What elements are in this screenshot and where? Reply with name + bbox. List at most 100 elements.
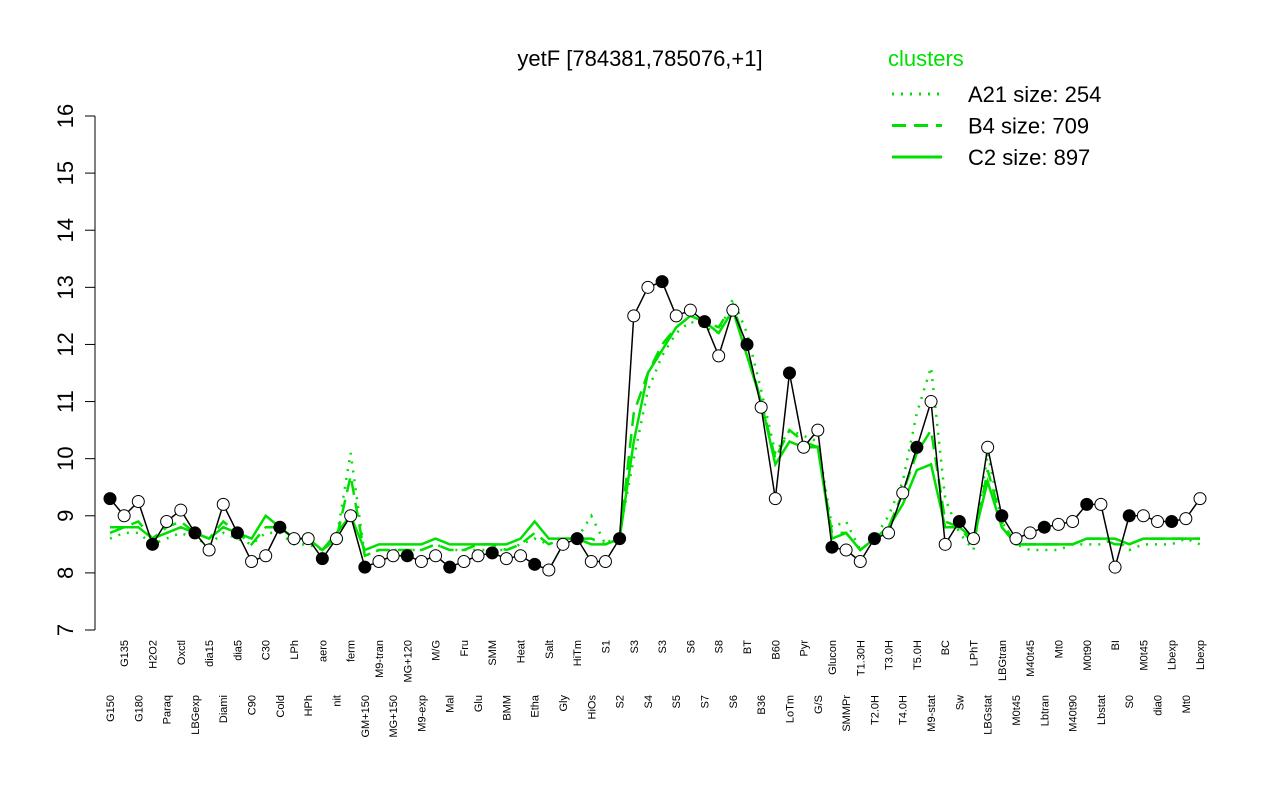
data-point xyxy=(230,526,244,540)
x-tick-label: S2 xyxy=(615,695,627,708)
data-point xyxy=(160,514,174,528)
data-point xyxy=(471,549,485,563)
x-tick-label: H2O2 xyxy=(147,640,159,669)
data-point xyxy=(414,554,428,568)
x-tick-label: Heat xyxy=(516,640,528,663)
x-tick-label: HiTm xyxy=(572,640,584,666)
x-tick-label: M0t45 xyxy=(1138,640,1150,671)
legend-label: C2 size: 897 xyxy=(968,145,1090,170)
data-point xyxy=(429,549,443,563)
x-tick-label: Mt0 xyxy=(1181,695,1193,713)
x-tick-label: Lbexp xyxy=(1167,640,1179,670)
data-point xyxy=(698,315,712,329)
data-point xyxy=(443,560,457,574)
x-tick-label: LBGtran xyxy=(997,640,1009,681)
x-tick-label: BT xyxy=(742,640,754,654)
x-tick-label: M/G xyxy=(431,640,443,661)
data-point xyxy=(245,554,259,568)
x-tick-label: Oxctl xyxy=(176,640,188,665)
chart-title: yetF [784381,785076,+1] xyxy=(517,46,762,71)
data-point xyxy=(1136,509,1150,523)
x-tick-label: SMMPr xyxy=(841,695,853,732)
x-tick-label: S3 xyxy=(629,640,641,653)
data-point xyxy=(740,337,754,351)
data-point xyxy=(768,492,782,506)
x-tick-label: S8 xyxy=(714,640,726,653)
x-tick-label: M9-exp xyxy=(416,695,428,732)
data-point xyxy=(556,537,570,551)
data-point xyxy=(598,554,612,568)
data-point xyxy=(584,554,598,568)
x-tick-label: SMM xyxy=(487,640,499,666)
data-point xyxy=(1094,497,1108,511)
x-tick-label: Lbtran xyxy=(1039,695,1051,726)
data-point xyxy=(1023,526,1037,540)
legend-label: A21 size: 254 xyxy=(968,82,1101,107)
data-point xyxy=(1066,514,1080,528)
data-point xyxy=(712,349,726,363)
data-point xyxy=(967,532,981,546)
x-tick-label: G150 xyxy=(105,695,117,722)
data-point xyxy=(117,509,131,523)
x-tick-label: dia15 xyxy=(204,640,216,667)
y-tick-label: 9 xyxy=(53,510,78,522)
data-point xyxy=(301,532,315,546)
x-tick-label: M0t45 xyxy=(1011,695,1023,726)
data-point xyxy=(811,423,825,437)
y-tick-label: 14 xyxy=(53,218,78,242)
data-point xyxy=(641,280,655,294)
data-point xyxy=(910,440,924,454)
data-point xyxy=(386,549,400,563)
x-tick-label: S7 xyxy=(700,695,712,708)
x-tick-label: C90 xyxy=(247,695,259,715)
x-tick-label: S0 xyxy=(1124,695,1136,708)
data-point xyxy=(259,549,273,563)
x-tick-label: Mal xyxy=(445,695,457,713)
data-point xyxy=(627,309,641,323)
y-tick-label: 11 xyxy=(53,390,78,413)
data-point xyxy=(528,557,542,571)
x-tick-label: T2.0H xyxy=(869,695,881,725)
x-tick-label: LoTm xyxy=(784,695,796,723)
data-point xyxy=(1165,514,1179,528)
y-tick-label: 16 xyxy=(53,104,78,128)
data-point xyxy=(1009,532,1023,546)
y-tick-label: 13 xyxy=(53,275,78,299)
data-point xyxy=(882,526,896,540)
data-point xyxy=(867,532,881,546)
x-tick-label: M9-tran xyxy=(374,640,386,678)
data-point xyxy=(613,532,627,546)
data-point xyxy=(103,492,117,506)
x-tick-label: C30 xyxy=(261,640,273,660)
data-point xyxy=(1193,492,1207,506)
data-point xyxy=(344,509,358,523)
x-tick-label: Salt xyxy=(544,640,556,659)
data-point xyxy=(825,540,839,554)
data-point xyxy=(174,503,188,517)
data-point xyxy=(1108,560,1122,574)
data-point xyxy=(1037,520,1051,534)
data-point xyxy=(400,549,414,563)
data-point xyxy=(499,552,513,566)
x-tick-label: Diami xyxy=(218,695,230,723)
data-point xyxy=(287,532,301,546)
data-point xyxy=(669,309,683,323)
x-tick-label: Glu xyxy=(473,695,485,712)
x-tick-label: Lbstat xyxy=(1096,695,1108,725)
y-tick-label: 8 xyxy=(53,567,78,579)
data-point xyxy=(273,520,287,534)
x-tick-label: M40t90 xyxy=(1068,695,1080,732)
data-point xyxy=(1122,509,1136,523)
x-tick-label: Paraq xyxy=(162,695,174,724)
data-point xyxy=(145,537,159,551)
x-tick-label: T1.30H xyxy=(855,640,867,676)
legend-title: clusters xyxy=(888,46,964,71)
x-tick-label: Gly xyxy=(558,695,570,712)
data-point xyxy=(570,532,584,546)
y-tick-label: 7 xyxy=(53,624,78,636)
x-tick-label: aero xyxy=(317,640,329,662)
x-tick-label: HPh xyxy=(303,695,315,716)
data-point xyxy=(188,526,202,540)
